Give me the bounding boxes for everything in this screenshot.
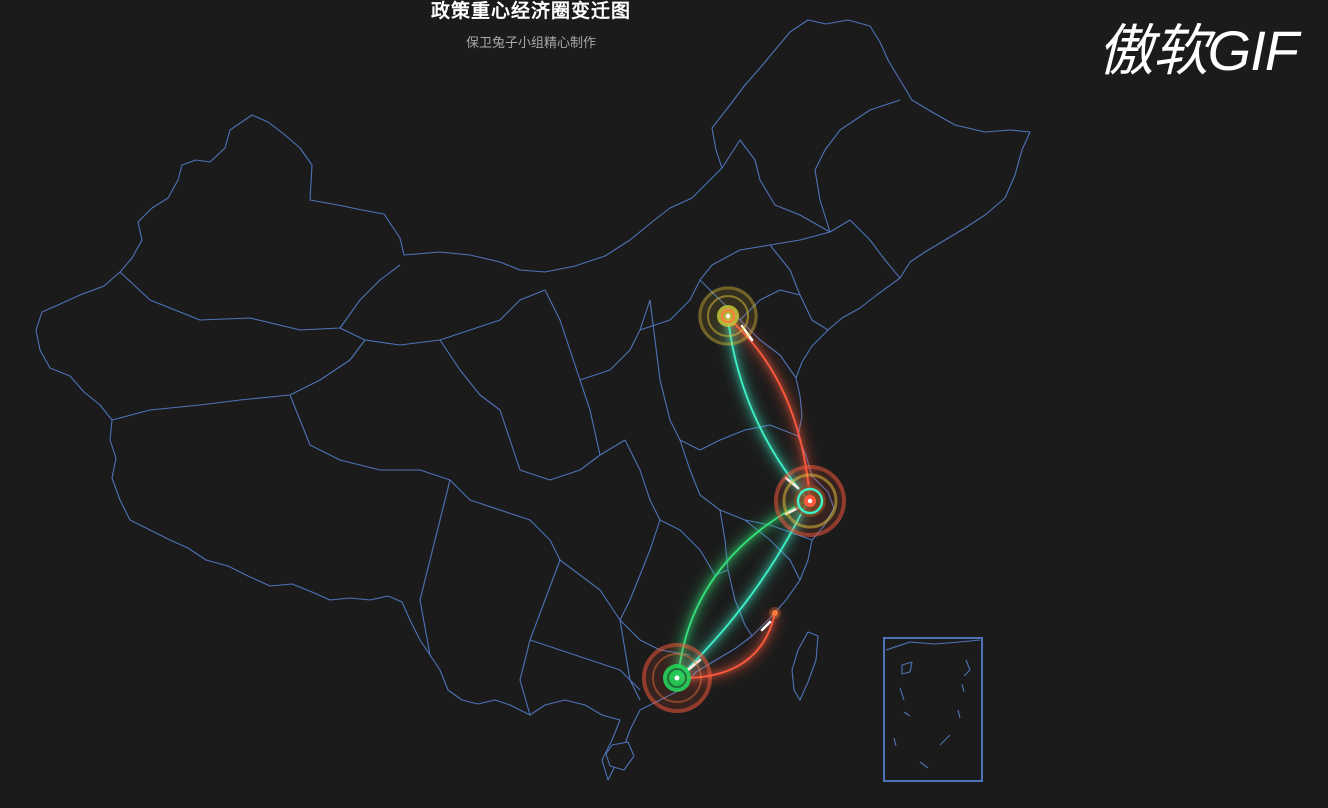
china-outline [35, 19, 1031, 781]
node-fuzhou[interactable] [769, 607, 781, 619]
route-guangzhou-shanghai-green [677, 499, 809, 679]
node-shanghai[interactable] [774, 465, 846, 537]
page-subtitle: 保卫兔子小组精心制作 [465, 36, 596, 51]
node-beijing[interactable] [698, 286, 758, 346]
watermark-logo: 傲软GIF [1097, 19, 1299, 82]
arrow-trail [686, 658, 702, 672]
node-guangzhou[interactable] [642, 643, 712, 713]
south-china-sea-inset [883, 637, 983, 782]
page-title: 政策重心经济圈变迁图 [430, 0, 631, 22]
hainan-outline [605, 741, 635, 771]
route-beijing-shanghai-red [727, 317, 811, 501]
route-guangzhou-fuzhou-red [677, 612, 776, 679]
taiwan-outline [791, 631, 819, 701]
arrow-trail [760, 620, 772, 632]
province-borders [111, 99, 901, 716]
